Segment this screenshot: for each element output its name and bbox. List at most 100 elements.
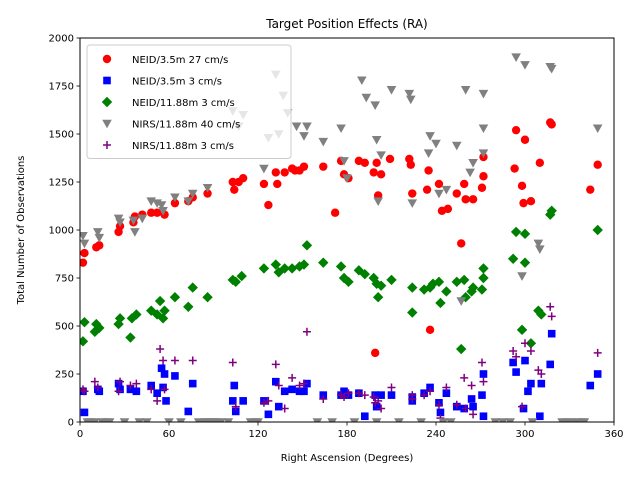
data-point — [371, 391, 379, 399]
data-point — [593, 160, 602, 169]
data-point — [451, 141, 462, 151]
data-point — [318, 257, 329, 268]
data-point — [170, 198, 180, 208]
data-point — [408, 394, 417, 403]
data-point — [468, 159, 478, 168]
data-point — [456, 297, 467, 306]
data-point — [547, 329, 556, 338]
y-tick-label: 0 — [68, 418, 74, 429]
series-1 — [80, 118, 602, 358]
data-point — [302, 327, 311, 336]
data-point — [536, 412, 544, 421]
data-point — [116, 385, 124, 394]
data-point — [259, 164, 269, 174]
data-point — [80, 231, 88, 241]
data-point — [510, 164, 519, 173]
data-point — [586, 381, 595, 390]
data-point — [478, 263, 489, 274]
data-point — [586, 185, 595, 194]
data-point — [469, 402, 477, 411]
legend-label: NEID/3.5m 27 cm/s — [132, 55, 228, 66]
data-point — [300, 387, 308, 396]
data-point — [361, 93, 372, 103]
x-tick-label: 180 — [337, 429, 356, 440]
data-point — [370, 348, 380, 358]
data-point — [423, 149, 434, 158]
data-point — [157, 313, 169, 324]
data-point — [164, 418, 174, 422]
data-point — [95, 241, 104, 250]
data-point — [511, 53, 521, 62]
legend-box — [86, 44, 292, 159]
data-point — [525, 338, 537, 349]
data-point — [230, 276, 241, 288]
data-point — [372, 158, 381, 167]
data-point — [407, 307, 418, 318]
data-point — [231, 402, 240, 411]
data-point — [377, 404, 386, 413]
data-point — [519, 228, 531, 240]
data-point — [228, 358, 237, 367]
data-point — [546, 302, 555, 311]
data-point — [183, 197, 194, 206]
data-point — [286, 263, 298, 274]
data-point — [478, 272, 489, 284]
data-point — [490, 418, 501, 422]
data-point — [519, 404, 528, 413]
data-point — [535, 245, 545, 254]
data-point — [407, 199, 418, 208]
data-point — [153, 389, 161, 397]
data-point — [371, 135, 382, 145]
data-point — [478, 124, 489, 134]
data-point — [230, 185, 239, 194]
data-point — [80, 316, 90, 328]
data-point — [387, 391, 396, 399]
data-point — [425, 325, 435, 335]
data-point — [188, 379, 197, 388]
data-point — [188, 356, 197, 365]
data-point — [137, 214, 148, 224]
data-point — [441, 286, 452, 297]
data-point — [158, 207, 168, 216]
data-point — [223, 418, 234, 422]
data-point — [457, 239, 466, 248]
data-point — [154, 295, 166, 307]
data-point — [467, 282, 479, 293]
data-point — [518, 402, 527, 411]
data-point — [442, 389, 451, 397]
data-point — [231, 407, 240, 416]
data-point — [434, 400, 443, 409]
series-5 — [80, 302, 602, 422]
data-point — [357, 76, 367, 86]
data-point — [376, 151, 386, 160]
data-point — [436, 408, 445, 417]
data-point — [152, 208, 162, 217]
data-point — [302, 122, 312, 132]
data-point — [533, 239, 544, 249]
x-tick-label: 360 — [604, 429, 623, 440]
data-point — [516, 324, 528, 336]
data-point — [526, 346, 535, 355]
data-point — [371, 418, 382, 422]
data-point — [372, 402, 381, 411]
y-tick-label: 1000 — [49, 226, 74, 237]
data-point — [187, 189, 198, 199]
data-point — [291, 122, 302, 132]
data-point — [546, 64, 557, 74]
data-point — [385, 154, 395, 164]
data-point — [90, 377, 99, 386]
data-point — [517, 272, 527, 281]
data-point — [264, 200, 273, 210]
data-point — [301, 240, 313, 251]
x-tick-label: 0 — [77, 429, 83, 440]
data-point — [132, 387, 141, 396]
data-point — [216, 418, 226, 422]
data-point — [373, 197, 383, 206]
legend-label: NIRS/11.88m 40 cm/s — [132, 120, 240, 131]
data-point — [387, 383, 396, 392]
data-point — [170, 356, 179, 365]
data-point — [159, 305, 170, 316]
data-point — [80, 248, 89, 258]
data-point — [230, 381, 239, 390]
data-point — [273, 179, 282, 189]
